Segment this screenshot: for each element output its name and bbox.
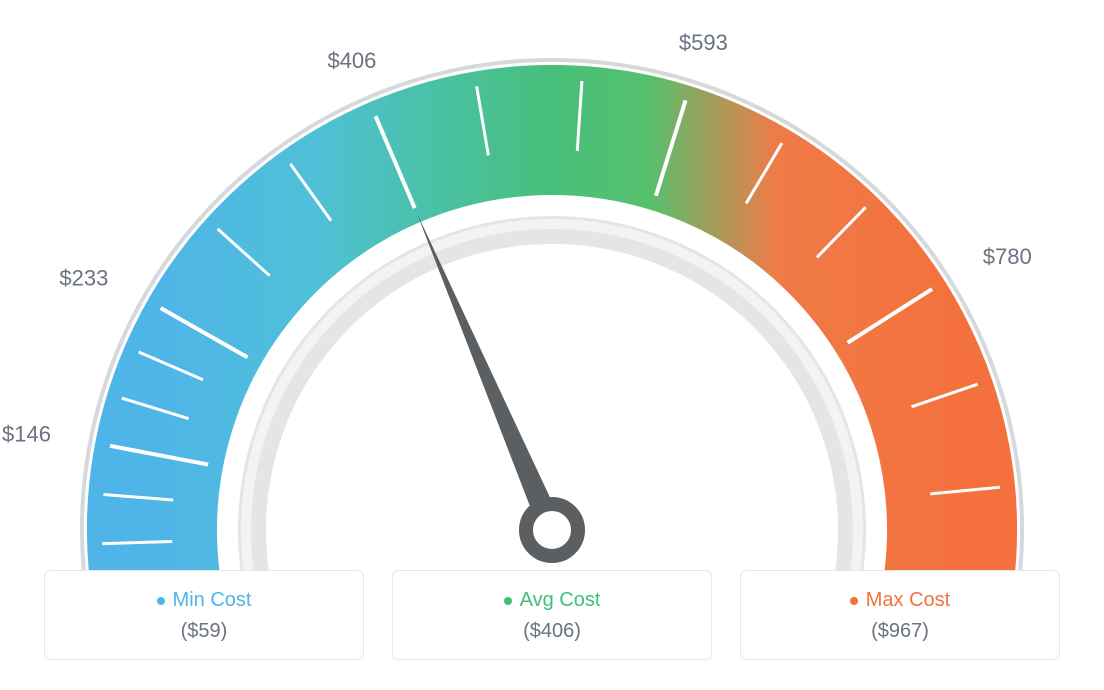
gauge-area: $59$146$233$406$593$780$967 xyxy=(0,10,1104,570)
tick-label: $233 xyxy=(59,265,108,290)
legend-row: Min Cost ($59) Avg Cost ($406) Max Cost ($967… xyxy=(0,570,1104,660)
legend-title: Max Cost xyxy=(751,589,1049,612)
legend-dot-icon xyxy=(504,597,512,605)
legend-title: Min Cost xyxy=(55,589,353,612)
legend-title-text: Avg Cost xyxy=(520,589,601,611)
legend-value: ($406) xyxy=(403,620,701,643)
tick-label: $406 xyxy=(327,48,376,73)
legend-title-text: Max Cost xyxy=(866,589,950,611)
legend-title-text: Min Cost xyxy=(173,589,252,611)
minor-tick xyxy=(102,542,172,544)
legend-dot-icon xyxy=(157,597,165,605)
legend-dot-icon xyxy=(850,597,858,605)
tick-label: $146 xyxy=(2,422,51,447)
legend-value: ($967) xyxy=(751,620,1049,643)
legend-card-max: Max Cost ($967) xyxy=(740,570,1060,660)
tick-label: $780 xyxy=(983,244,1032,269)
cost-gauge-chart: $59$146$233$406$593$780$967 Min Cost($59… xyxy=(0,0,1104,690)
legend-card-min: Min Cost ($59) xyxy=(44,570,364,660)
legend-value: ($59) xyxy=(55,620,353,643)
tick-label: $593 xyxy=(679,30,728,55)
gauge-svg: $59$146$233$406$593$780$967 xyxy=(0,10,1104,570)
legend-title: Avg Cost xyxy=(403,589,701,612)
legend-card-avg: Avg Cost ($406) xyxy=(392,570,712,660)
gauge-needle xyxy=(417,213,563,535)
needle-hub xyxy=(526,504,578,556)
